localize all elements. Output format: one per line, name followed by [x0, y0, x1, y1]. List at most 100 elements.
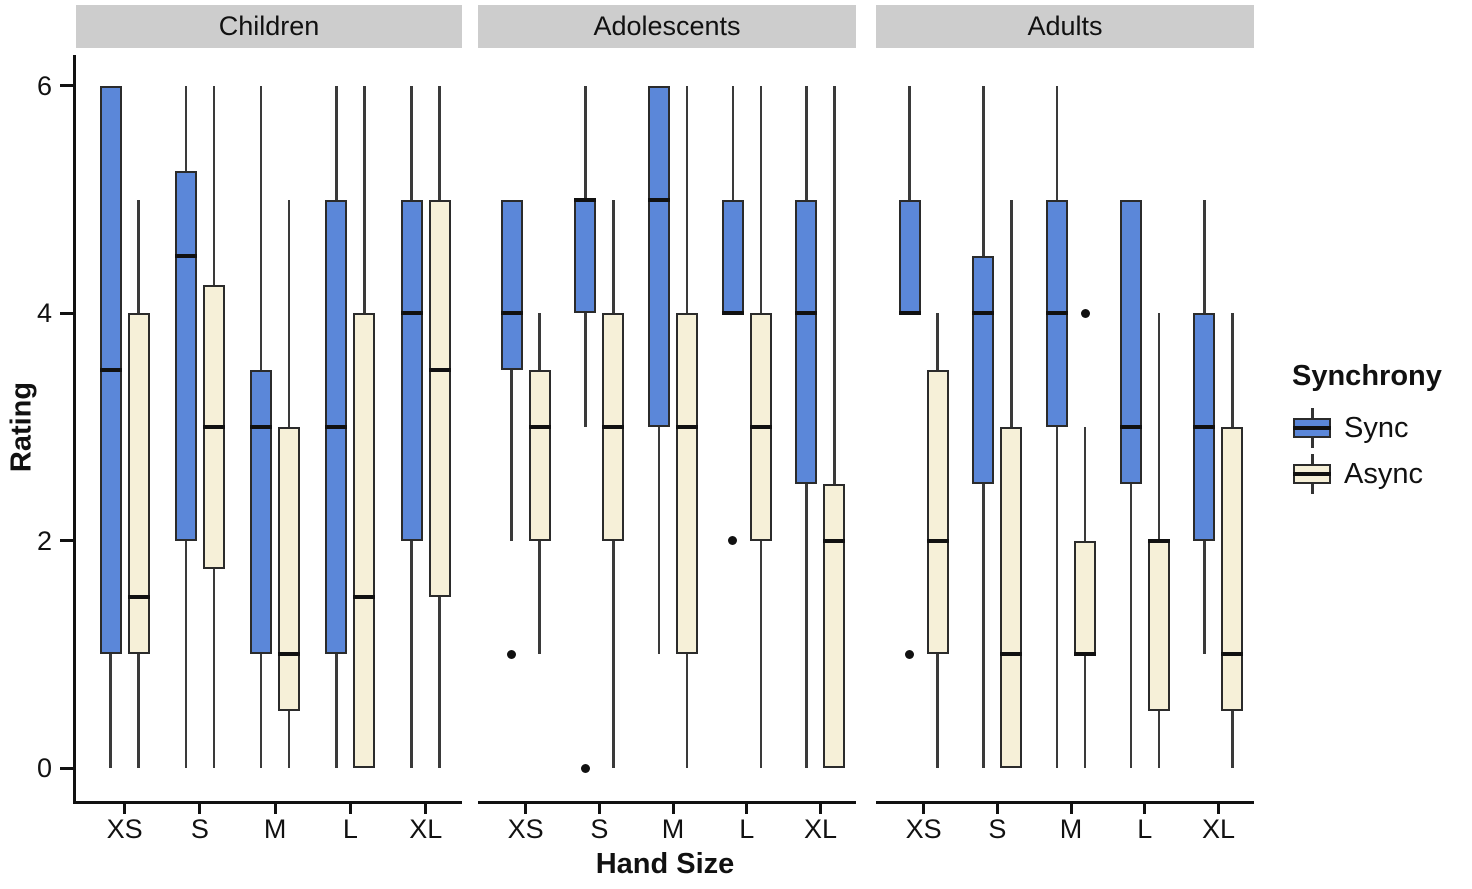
box-async — [823, 483, 846, 768]
box-async — [353, 313, 376, 768]
x-tick — [273, 804, 277, 814]
whisker-sync — [908, 85, 911, 314]
whisker-sync — [1129, 199, 1132, 768]
box-sync — [400, 199, 423, 541]
median-line — [325, 424, 348, 429]
box-async — [1074, 540, 1097, 655]
median-line — [1046, 311, 1069, 316]
median-line — [1221, 652, 1244, 657]
facet-strip: Children — [76, 5, 462, 48]
x-tick-label: S — [190, 814, 209, 844]
whisker-sync — [510, 199, 513, 541]
x-tick-label: L — [739, 814, 755, 844]
x-tick — [1216, 804, 1220, 814]
outlier-point — [905, 649, 915, 659]
legend-items: Sync Async — [1292, 405, 1442, 497]
median-line — [749, 424, 772, 429]
median-line — [898, 311, 921, 316]
box-sync — [250, 370, 273, 655]
facet-strip-label: Children — [218, 11, 320, 41]
x-tick — [1069, 804, 1073, 814]
x-tick-label: XL — [803, 814, 837, 844]
x-tick-label: XS — [507, 814, 544, 844]
legend-item-async: Async — [1292, 451, 1442, 497]
x-tick — [424, 804, 428, 814]
legend-title: Synchrony — [1292, 360, 1442, 392]
outlier-point — [728, 536, 738, 546]
median-line — [1193, 424, 1216, 429]
median-line — [500, 311, 523, 316]
median-line — [202, 424, 225, 429]
outlier-point — [507, 649, 517, 659]
x-tick — [597, 804, 601, 814]
median-line — [823, 538, 846, 543]
legend: Synchrony Sync Async — [1292, 360, 1442, 497]
box-async — [676, 313, 699, 655]
x-tick-label: M — [1059, 814, 1083, 844]
x-tick — [123, 804, 127, 814]
box-sync — [648, 85, 671, 427]
box-sync — [972, 256, 995, 484]
median-line — [972, 311, 995, 316]
y-axis-line — [73, 55, 76, 804]
box-async — [127, 313, 150, 655]
box-sync — [174, 171, 197, 541]
median-line — [250, 424, 273, 429]
x-tick-label: XL — [409, 814, 443, 844]
x-tick-label: M — [661, 814, 685, 844]
box-sync — [500, 199, 523, 371]
median-line — [926, 538, 949, 543]
median-line — [1119, 424, 1142, 429]
y-axis-title: Rating — [5, 381, 38, 473]
x-tick-label: S — [590, 814, 609, 844]
x-tick — [818, 804, 822, 814]
box-async — [278, 426, 301, 712]
outlier-point — [1080, 308, 1090, 318]
outlier-point — [580, 763, 590, 773]
facet-strip: Adults — [876, 5, 1254, 48]
legend-item-label: Async — [1344, 457, 1423, 490]
median-line — [400, 311, 423, 316]
box-sync — [795, 199, 818, 484]
whisker-sync — [731, 85, 734, 314]
median-line — [648, 197, 671, 202]
median-line — [574, 197, 597, 202]
y-tick — [60, 84, 73, 88]
x-axis-title: Hand Size — [595, 848, 735, 880]
box-async — [1000, 426, 1023, 768]
x-tick — [198, 804, 202, 814]
x-tick-label: S — [988, 814, 1007, 844]
median-line — [528, 424, 551, 429]
y-tick — [60, 539, 73, 543]
median-line — [353, 595, 376, 600]
box-sync — [1119, 199, 1142, 484]
whisker-async — [833, 85, 836, 768]
y-tick-label: 2 — [36, 525, 52, 556]
box-async — [528, 370, 551, 541]
median-line — [795, 311, 818, 316]
box-sync — [898, 199, 921, 314]
median-line — [602, 424, 625, 429]
y-tick-label: 4 — [36, 298, 52, 329]
facet-strip: Adolescents — [478, 5, 856, 48]
box-async — [428, 199, 451, 598]
median-line — [721, 311, 744, 316]
median-line — [99, 368, 122, 373]
legend-item-sync: Sync — [1292, 405, 1442, 451]
x-tick — [1143, 804, 1147, 814]
x-tick — [995, 804, 999, 814]
y-tick-label: 0 — [36, 753, 52, 783]
box-async — [1147, 540, 1170, 712]
x-axis-line — [478, 801, 856, 804]
whisker-sync — [1055, 85, 1059, 768]
y-tick-label: 6 — [36, 70, 52, 101]
x-axis-line — [876, 801, 1254, 804]
y-tick — [60, 311, 73, 315]
x-tick-label: L — [1137, 814, 1153, 844]
x-axis-line — [76, 801, 462, 804]
legend-item-label: Sync — [1344, 411, 1409, 444]
median-line — [278, 652, 301, 657]
x-tick — [524, 804, 528, 814]
x-tick-label: XS — [106, 814, 143, 844]
median-line — [174, 254, 197, 259]
